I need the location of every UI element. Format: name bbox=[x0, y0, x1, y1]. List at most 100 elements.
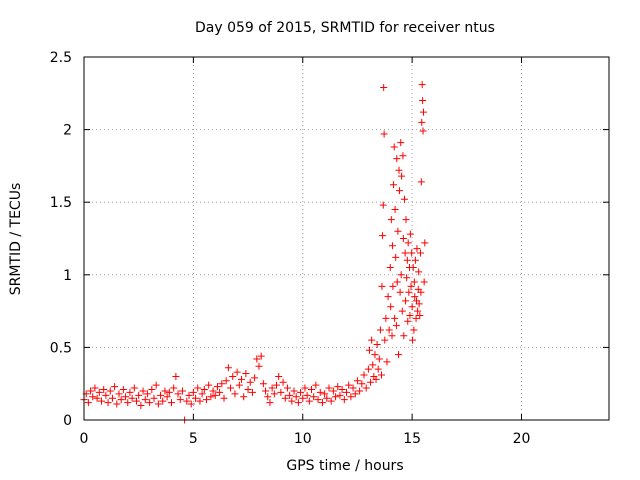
data-point bbox=[119, 386, 127, 394]
data-point bbox=[227, 384, 235, 392]
data-point bbox=[399, 152, 407, 160]
data-point bbox=[222, 377, 230, 385]
data-point bbox=[420, 278, 428, 286]
data-point bbox=[198, 390, 206, 398]
data-point bbox=[251, 374, 259, 382]
x-tick-label: 20 bbox=[513, 431, 531, 447]
data-point bbox=[395, 351, 403, 359]
data-point bbox=[137, 401, 145, 409]
data-point bbox=[391, 205, 399, 213]
data-point bbox=[415, 268, 423, 276]
data-point bbox=[402, 216, 410, 224]
data-point bbox=[139, 387, 147, 395]
axis-ticks bbox=[83, 56, 609, 421]
data-point bbox=[414, 307, 422, 315]
x-tick-label: 10 bbox=[294, 431, 312, 447]
data-point bbox=[102, 391, 110, 399]
x-tick-label: 0 bbox=[80, 431, 89, 447]
y-tick-label: 2.5 bbox=[50, 50, 72, 66]
data-point bbox=[150, 394, 158, 402]
data-point bbox=[235, 381, 243, 389]
data-point bbox=[411, 293, 419, 301]
data-point bbox=[161, 387, 169, 395]
data-point bbox=[411, 256, 419, 264]
data-point bbox=[417, 178, 425, 186]
y-tick-label: 0 bbox=[63, 413, 72, 429]
data-point bbox=[378, 282, 386, 290]
data-point bbox=[389, 282, 397, 290]
data-point bbox=[387, 216, 395, 224]
data-point bbox=[373, 340, 381, 348]
data-point bbox=[292, 393, 300, 401]
data-point bbox=[240, 393, 248, 401]
data-point bbox=[288, 397, 296, 405]
data-point bbox=[360, 371, 368, 379]
data-point bbox=[299, 394, 307, 402]
data-point bbox=[404, 239, 412, 247]
data-point bbox=[211, 391, 219, 399]
data-point bbox=[305, 397, 313, 405]
data-point bbox=[174, 390, 182, 398]
data-point bbox=[244, 386, 252, 394]
data-point bbox=[91, 384, 99, 392]
data-point bbox=[290, 387, 298, 395]
data-point bbox=[385, 326, 393, 334]
data-point bbox=[367, 378, 375, 386]
data-point bbox=[141, 396, 149, 404]
data-point bbox=[378, 371, 385, 379]
data-point bbox=[365, 346, 373, 354]
data-point bbox=[395, 187, 403, 195]
data-point bbox=[233, 368, 241, 376]
data-point bbox=[397, 139, 405, 147]
data-point bbox=[220, 394, 228, 402]
data-point bbox=[273, 381, 280, 389]
y-tick-label: 0.5 bbox=[50, 340, 72, 356]
data-point bbox=[386, 264, 394, 272]
data-point bbox=[415, 300, 423, 308]
data-point bbox=[262, 387, 270, 395]
data-point bbox=[152, 381, 160, 389]
data-point bbox=[84, 399, 92, 407]
data-point bbox=[364, 365, 372, 373]
data-point bbox=[93, 394, 101, 402]
data-point bbox=[170, 384, 178, 392]
data-point bbox=[321, 390, 329, 398]
y-tick-labels: 0 0.5 1 1.5 2 2.5 bbox=[50, 50, 72, 429]
data-point bbox=[115, 390, 123, 398]
data-point bbox=[159, 397, 167, 405]
data-point bbox=[183, 397, 191, 405]
data-point bbox=[374, 365, 382, 373]
data-point bbox=[257, 352, 265, 360]
x-tick-label: 15 bbox=[403, 431, 421, 447]
data-point bbox=[375, 355, 383, 363]
x-axis-label: GPS time / hours bbox=[286, 458, 403, 474]
data-point bbox=[189, 388, 197, 396]
data-point bbox=[382, 314, 390, 322]
data-point bbox=[416, 249, 424, 257]
y-tick-label: 2 bbox=[63, 123, 72, 139]
data-point bbox=[178, 387, 186, 395]
data-point bbox=[98, 397, 105, 405]
data-point bbox=[314, 396, 322, 404]
data-point bbox=[379, 232, 387, 240]
data-point bbox=[279, 378, 287, 386]
data-point bbox=[371, 351, 379, 359]
grid-lines bbox=[84, 57, 609, 420]
data-point bbox=[275, 372, 283, 380]
data-point bbox=[196, 397, 204, 405]
data-point bbox=[407, 282, 415, 290]
data-point bbox=[312, 381, 320, 389]
data-point bbox=[418, 81, 426, 89]
data-point bbox=[192, 394, 200, 402]
data-point bbox=[380, 83, 388, 91]
data-point bbox=[410, 278, 418, 286]
data-point bbox=[207, 393, 215, 401]
data-point bbox=[394, 227, 402, 235]
data-point bbox=[419, 127, 427, 135]
data-point bbox=[176, 396, 184, 404]
data-point bbox=[381, 336, 389, 344]
data-point bbox=[130, 384, 138, 392]
data-point bbox=[387, 303, 395, 311]
data-point bbox=[400, 195, 408, 203]
data-point bbox=[209, 387, 217, 395]
